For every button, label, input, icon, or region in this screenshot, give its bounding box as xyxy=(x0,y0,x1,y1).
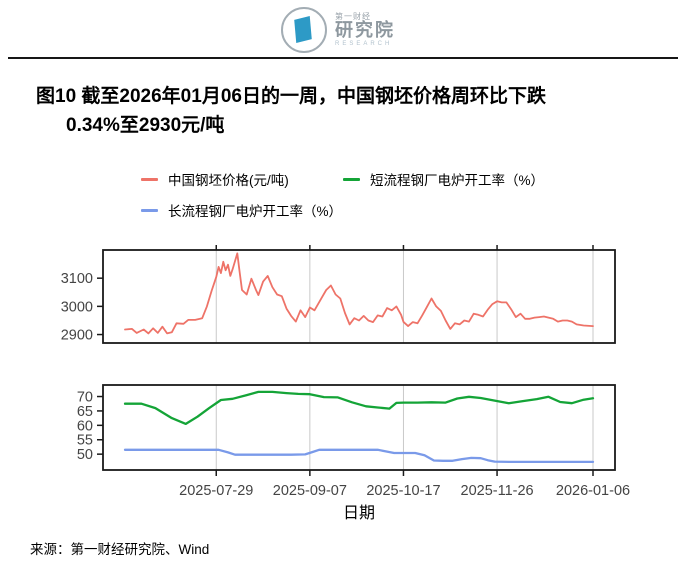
yicai-research-logo: 第一财经 研究院 RESEARCH xyxy=(281,7,395,53)
legend-item-short-process-rate: 短流程钢厂电炉开工率（%） xyxy=(343,169,544,189)
short-process-line-swatch-icon xyxy=(343,177,360,181)
x-tick-label: 2025-07-29 xyxy=(179,483,253,499)
series-line-billet-price xyxy=(124,252,594,335)
y-tick-label: 50 xyxy=(77,447,93,463)
long-process-line-swatch-icon xyxy=(141,208,158,212)
logo-text: 第一财经 研究院 RESEARCH xyxy=(335,11,395,48)
figure-title-line1: 图10 截至2026年01月06日的一周，中国钢坯价格周环比下跌 xyxy=(36,86,546,107)
x-tick-label: 2026-01-06 xyxy=(556,483,630,499)
y-tick-label: 3000 xyxy=(61,299,93,315)
figure-title-line2: 0.34%至2930元/吨 xyxy=(66,115,225,136)
y-tick-label: 55 xyxy=(77,433,93,449)
header-divider xyxy=(8,57,678,59)
logo-circle-icon xyxy=(281,7,327,53)
y-tick-label: 3100 xyxy=(61,271,93,287)
y-tick-label: 60 xyxy=(77,418,93,434)
legend-label-billet-price: 中国钢坯价格(元/吨) xyxy=(168,173,289,188)
logo-text-en: RESEARCH xyxy=(335,40,393,47)
billet-price-line-swatch-icon xyxy=(141,177,158,181)
panel-border-operating-rates xyxy=(102,384,616,471)
figure-title: 图10 截至2026年01月06日的一周，中国钢坯价格周环比下跌 0.34%至2… xyxy=(36,82,546,140)
y-tick-label: 2900 xyxy=(61,328,93,344)
x-tick-label: 2025-10-17 xyxy=(366,483,440,499)
logo-text-cn: 研究院 xyxy=(335,20,395,41)
y-tick-label: 65 xyxy=(77,404,93,420)
legend-item-long-process-rate: 长流程钢厂电炉开工率（%） xyxy=(141,200,342,220)
logo-text-cn-small: 第一财经 xyxy=(335,11,371,21)
y-tick-label: 70 xyxy=(77,390,93,406)
x-axis-label: 日期 xyxy=(343,504,375,522)
series-line-short-process-rate xyxy=(123,390,595,426)
x-tick-label: 2025-11-26 xyxy=(461,483,534,499)
legend-label-long-process-rate: 长流程钢厂电炉开工率（%） xyxy=(168,204,343,219)
x-tick-label: 2025-09-07 xyxy=(273,483,347,499)
legend-label-short-process-rate: 短流程钢厂电炉开工率（%） xyxy=(370,173,545,188)
panel-border-billet-price xyxy=(102,249,616,344)
legend-item-billet-price: 中国钢坯价格(元/吨) xyxy=(141,169,289,189)
source-note: 来源：第一财经研究院、Wind xyxy=(30,542,210,557)
series-line-long-process-rate xyxy=(123,448,595,464)
